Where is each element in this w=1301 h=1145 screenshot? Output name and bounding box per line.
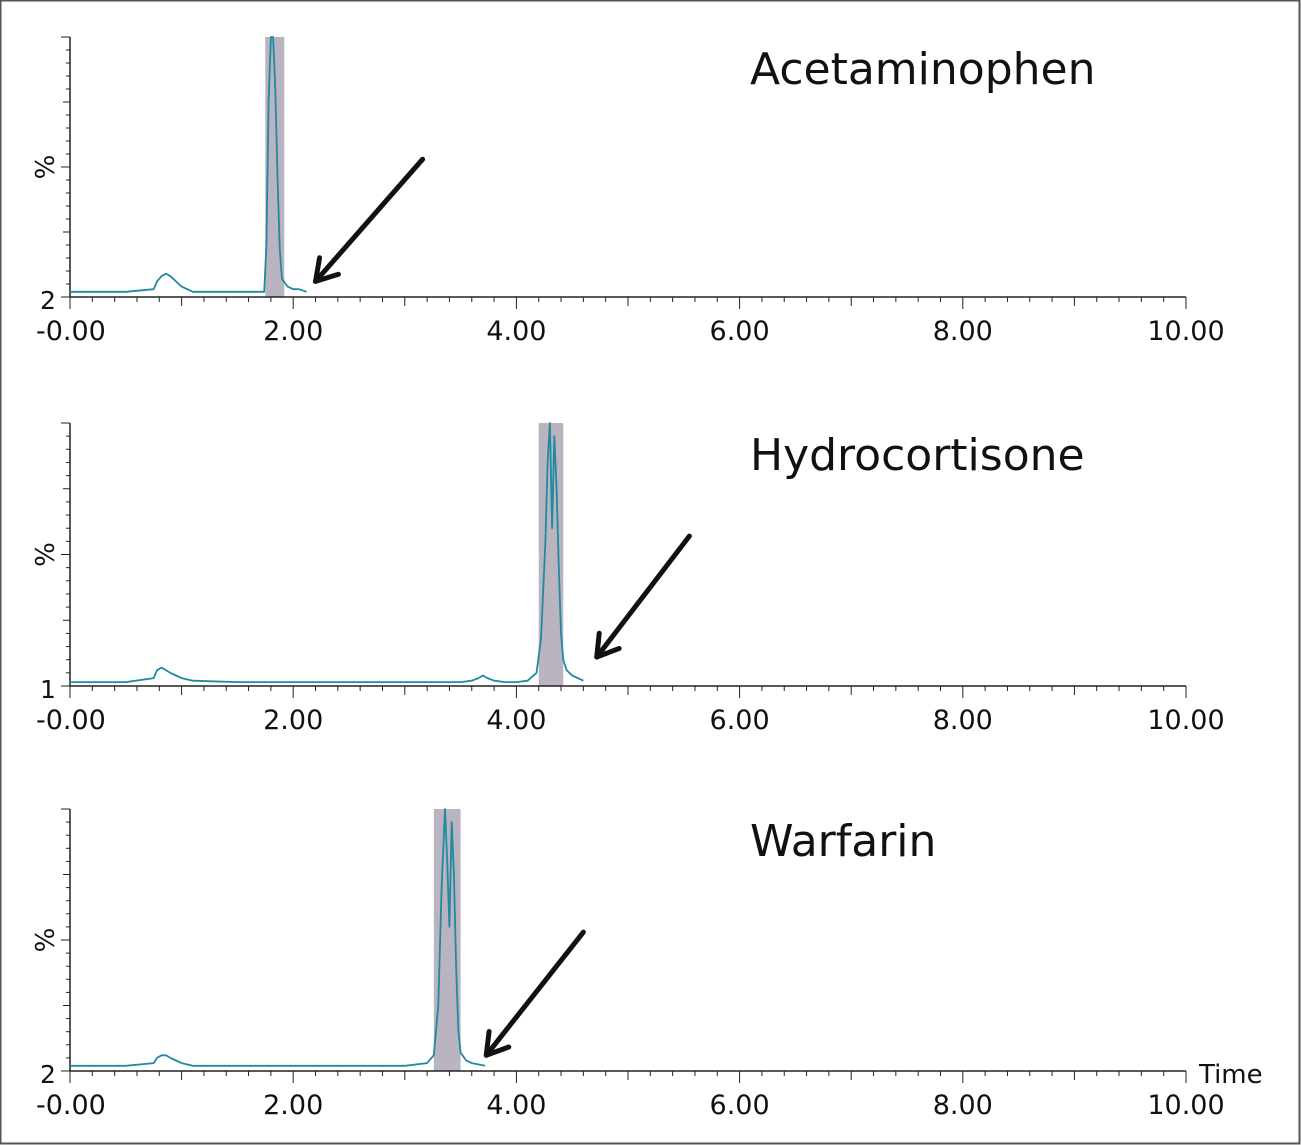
y-axis-label: %: [31, 928, 61, 953]
x-tick-label: -0.00: [36, 705, 106, 736]
chart-panel-2: -0.00 2.00 4.00 6.00 8.00 10.00 1% Hydrocortiso…: [31, 422, 1225, 736]
x-tick-label: 4.00: [486, 705, 546, 736]
annotation-arrow-shaft: [483, 929, 586, 1058]
chart-panel-1: -0.00 2.00 4.00 6.00 8.00 10.00 2% Acetaminophe…: [31, 36, 1225, 347]
x-tick-label: 8.00: [933, 705, 993, 736]
chart-panel-3: -0.00 2.00 4.00 6.00 8.00 10.00 2% Warfarin Time: [31, 808, 1263, 1121]
x-tick-label: 4.00: [486, 1090, 546, 1121]
panel-title: Warfarin: [750, 816, 936, 867]
annotation-arrow-head: [594, 630, 622, 660]
x-tick-label: 6.00: [710, 1090, 770, 1121]
y-min-label: 1: [40, 675, 56, 704]
panel-title: Hydrocortisone: [750, 430, 1085, 481]
chromatogram-trace: [70, 808, 486, 1067]
chromatogram-trace: [70, 36, 307, 293]
x-axis-label: Time: [1198, 1060, 1263, 1090]
x-tick-label: 6.00: [710, 705, 770, 736]
y-axis-label: %: [31, 155, 61, 180]
x-tick-label: 8.00: [933, 1090, 993, 1121]
x-tick-label: 2.00: [263, 1090, 323, 1121]
x-tick-label: 6.00: [710, 316, 770, 347]
x-tick-label: -0.00: [36, 1090, 106, 1121]
x-tick-label: 8.00: [933, 316, 993, 347]
chromatogram-trace: [70, 422, 584, 683]
x-tick-label: 4.00: [486, 316, 546, 347]
x-tick-label: -0.00: [36, 316, 106, 347]
y-axis-label: %: [31, 542, 61, 567]
annotation-arrow-shaft: [313, 156, 426, 284]
annotation-arrow-head: [483, 1028, 512, 1058]
annotation-arrow-head: [313, 255, 341, 284]
x-tick-label: 2.00: [263, 316, 323, 347]
x-tick-label: 10.00: [1147, 1090, 1224, 1121]
x-tick-label: 10.00: [1147, 316, 1224, 347]
y-min-label: 2: [40, 286, 56, 315]
y-min-label: 2: [40, 1060, 56, 1089]
panel-title: Acetaminophen: [750, 44, 1095, 95]
annotation-arrow-shaft: [594, 533, 692, 660]
x-tick-label: 10.00: [1147, 705, 1224, 736]
x-tick-label: 2.00: [263, 705, 323, 736]
